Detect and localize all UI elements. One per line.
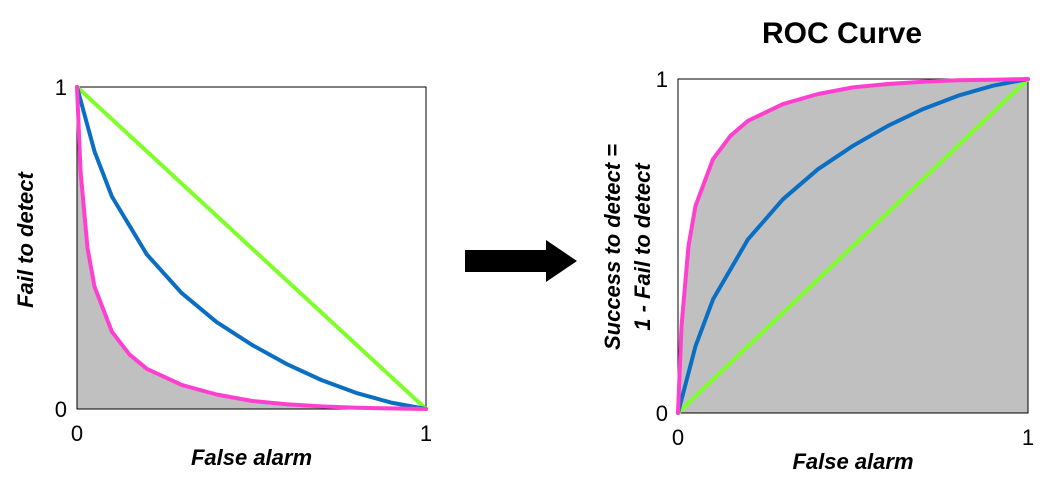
right-xtick-0: 0	[672, 425, 684, 450]
right-series-line-2	[676, 77, 1030, 415]
right-ytick-1: 1	[656, 67, 668, 92]
right-y-axis-label-line-1: Success to detect =	[600, 144, 625, 350]
right-xtick-1: 1	[1022, 425, 1034, 450]
left-series-line-1	[75, 85, 428, 411]
left-xtick-1: 1	[420, 421, 432, 446]
chart-right: ROC Curve 1 0 0 1 False alarm Success to…	[600, 17, 1034, 474]
left-xtick-0: 0	[71, 421, 83, 446]
left-ytick-0: 0	[55, 397, 67, 422]
right-ytick-0: 0	[656, 401, 668, 426]
right-y-axis-label-line-2: 1 - Fail to detect	[630, 162, 655, 331]
left-shaded-area	[77, 87, 426, 409]
left-y-axis-label: Fail to detect	[13, 170, 38, 307]
right-series-line-0	[676, 77, 1030, 415]
left-series-group	[75, 85, 428, 411]
right-series-group	[676, 77, 1030, 415]
left-series-line-0	[75, 85, 428, 411]
right-chart-title: ROC Curve	[762, 17, 922, 50]
right-plot-frame	[677, 78, 1029, 414]
left-series-line-2	[75, 85, 428, 411]
right-x-axis-label: False alarm	[792, 449, 913, 474]
right-series-line-1	[676, 77, 1030, 415]
right-arrow-icon	[465, 240, 577, 282]
left-plot-frame	[76, 86, 427, 410]
left-x-axis-label: False alarm	[191, 445, 312, 470]
chart-left: 1 0 0 1 False alarm Fail to detect	[13, 75, 432, 470]
left-ytick-1: 1	[55, 75, 67, 100]
